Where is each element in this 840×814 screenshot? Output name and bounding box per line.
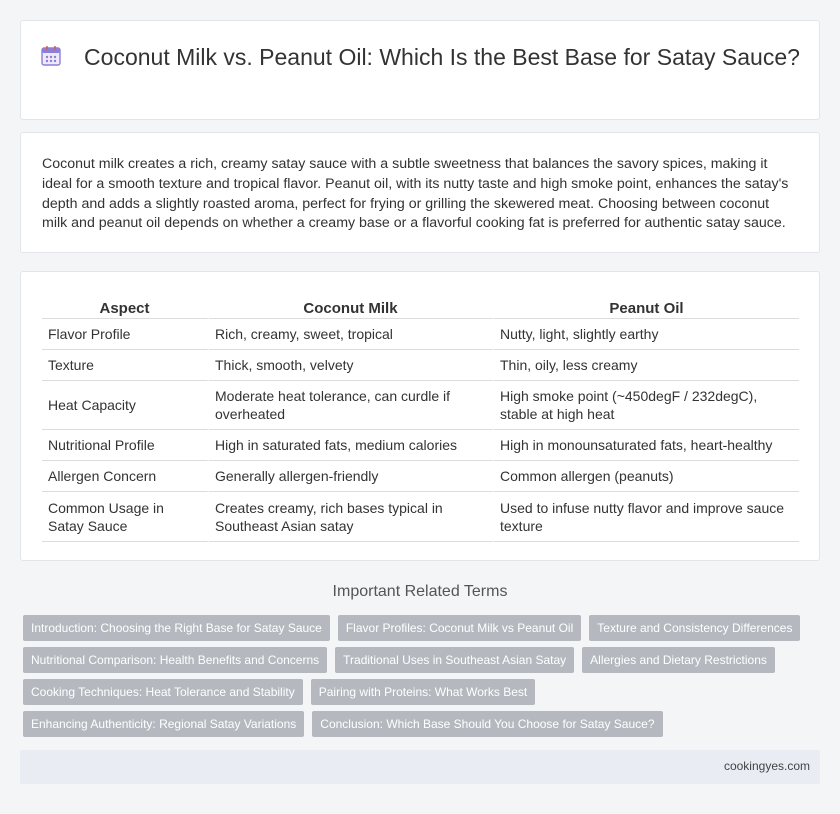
cell-peanut-oil: Thin, oily, less creamy xyxy=(494,350,799,381)
related-tag[interactable]: Texture and Consistency Differences xyxy=(589,615,801,641)
header-aspect: Aspect xyxy=(42,296,209,319)
related-tag[interactable]: Enhancing Authenticity: Regional Satay V… xyxy=(23,711,305,737)
cell-coconut-milk: Thick, smooth, velvety xyxy=(209,350,494,381)
cell-aspect: Texture xyxy=(42,350,209,381)
calendar-icon xyxy=(40,45,62,67)
cell-coconut-milk: Generally allergen-friendly xyxy=(209,461,494,492)
page-title: Coconut Milk vs. Peanut Oil: Which Is th… xyxy=(84,44,800,70)
table-row: Nutritional Profile High in saturated fa… xyxy=(42,430,799,461)
related-tag[interactable]: Conclusion: Which Base Should You Choose… xyxy=(312,711,663,737)
cell-coconut-milk: Rich, creamy, sweet, tropical xyxy=(209,319,494,350)
cell-peanut-oil: Nutty, light, slightly earthy xyxy=(494,319,799,350)
cell-coconut-milk: Creates creamy, rich bases typical in So… xyxy=(209,492,494,542)
header-coconut-milk: Coconut Milk xyxy=(209,296,494,319)
related-tag[interactable]: Cooking Techniques: Heat Tolerance and S… xyxy=(23,679,303,705)
table-row: Allergen Concern Generally allergen-frie… xyxy=(42,461,799,492)
related-tag[interactable]: Nutritional Comparison: Health Benefits … xyxy=(23,647,328,673)
related-terms-tags: Introduction: Choosing the Right Base fo… xyxy=(23,615,823,737)
related-tag[interactable]: Pairing with Proteins: What Works Best xyxy=(310,679,536,705)
related-tag[interactable]: Flavor Profiles: Coconut Milk vs Peanut … xyxy=(337,615,582,641)
related-tag[interactable]: Traditional Uses in Southeast Asian Sata… xyxy=(335,647,575,673)
cell-aspect: Nutritional Profile xyxy=(42,430,209,461)
intro-paragraph: Coconut milk creates a rich, creamy sata… xyxy=(42,156,789,232)
cell-peanut-oil: High smoke point (~450degF / 232degC), s… xyxy=(494,381,799,430)
cell-aspect: Allergen Concern xyxy=(42,461,209,492)
cell-peanut-oil: High in monounsaturated fats, heart-heal… xyxy=(494,430,799,461)
table-row: Common Usage in Satay Sauce Creates crea… xyxy=(42,492,799,542)
table-header-row: Aspect Coconut Milk Peanut Oil xyxy=(42,296,799,319)
footer-site-link[interactable]: cookingyes.com xyxy=(723,759,810,773)
related-tag[interactable]: Allergies and Dietary Restrictions xyxy=(582,647,775,673)
cell-peanut-oil: Common allergen (peanuts) xyxy=(494,461,799,492)
footer: cookingyes.com xyxy=(20,750,820,784)
related-tag[interactable]: Introduction: Choosing the Right Base fo… xyxy=(23,615,330,641)
page-title-row: Coconut Milk vs. Peanut Oil: Which Is th… xyxy=(21,43,819,72)
table-row: Heat Capacity Moderate heat tolerance, c… xyxy=(42,381,799,430)
related-terms-title: Important Related Terms xyxy=(332,583,508,600)
cell-aspect: Heat Capacity xyxy=(42,381,209,430)
cell-aspect: Common Usage in Satay Sauce xyxy=(42,492,209,542)
intro-card: Coconut milk creates a rich, creamy sata… xyxy=(20,132,820,253)
cell-coconut-milk: Moderate heat tolerance, can curdle if o… xyxy=(209,381,494,430)
cell-coconut-milk: High in saturated fats, medium calories xyxy=(209,430,494,461)
comparison-table: Aspect Coconut Milk Peanut Oil Flavor Pr… xyxy=(42,296,799,542)
header-card: Coconut Milk vs. Peanut Oil: Which Is th… xyxy=(20,20,820,120)
table-row: Flavor Profile Rich, creamy, sweet, trop… xyxy=(42,319,799,350)
header-peanut-oil: Peanut Oil xyxy=(494,296,799,319)
cell-aspect: Flavor Profile xyxy=(42,319,209,350)
cell-peanut-oil: Used to infuse nutty flavor and improve … xyxy=(494,492,799,542)
table-row: Texture Thick, smooth, velvety Thin, oil… xyxy=(42,350,799,381)
comparison-table-card: Aspect Coconut Milk Peanut Oil Flavor Pr… xyxy=(20,271,820,561)
